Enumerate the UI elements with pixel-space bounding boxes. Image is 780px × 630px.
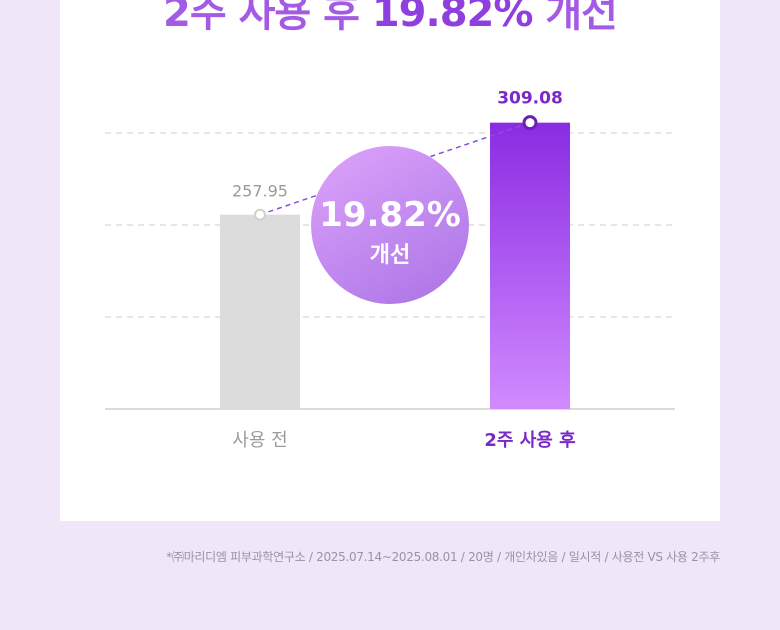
category-label-after: 2주 사용 후 xyxy=(484,430,575,451)
gridlines xyxy=(105,132,675,318)
headline-number: 19.82% xyxy=(371,0,534,36)
value-label-after: 309.08 xyxy=(497,89,563,109)
bar-before xyxy=(220,214,300,409)
badge-percent: 19.82% xyxy=(319,195,461,235)
footnote: *㈜마리디엠 피부과학연구소 / 2025.07.14~2025.08.01 /… xyxy=(166,550,720,564)
value-label-before: 257.95 xyxy=(232,182,288,201)
badge-label: 개선 xyxy=(370,243,410,268)
improvement-badge: 19.82% 개선 xyxy=(311,146,469,304)
headline: 2주 사용 후 19.82% 개선 xyxy=(0,0,780,38)
trend-line xyxy=(259,121,531,216)
point-marker-after xyxy=(522,115,538,131)
bar-after xyxy=(490,122,570,409)
badge-circle xyxy=(311,146,469,304)
point-marker-before xyxy=(254,208,266,221)
category-label-before: 사용 전 xyxy=(232,430,287,451)
